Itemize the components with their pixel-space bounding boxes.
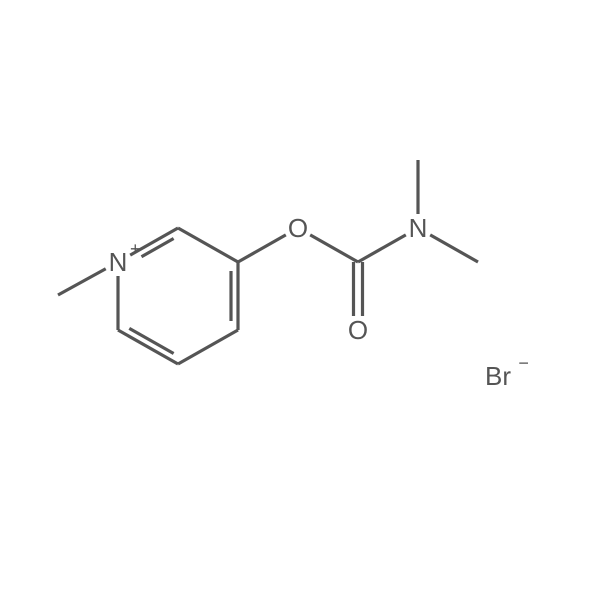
atom-label: N — [409, 213, 428, 243]
atom-symbol: Br — [485, 361, 511, 391]
molecule-diagram: N+OONBr− — [0, 0, 600, 600]
atom-symbol: O — [288, 213, 308, 243]
atom-charge: − — [518, 353, 529, 373]
atom-symbol: N — [409, 213, 428, 243]
atom-label: O — [288, 213, 308, 243]
atom-symbol: N — [109, 247, 128, 277]
atom-charge: + — [130, 239, 141, 259]
canvas-bg — [0, 0, 600, 600]
atom-symbol: O — [348, 315, 368, 345]
atom-label: O — [348, 315, 368, 345]
